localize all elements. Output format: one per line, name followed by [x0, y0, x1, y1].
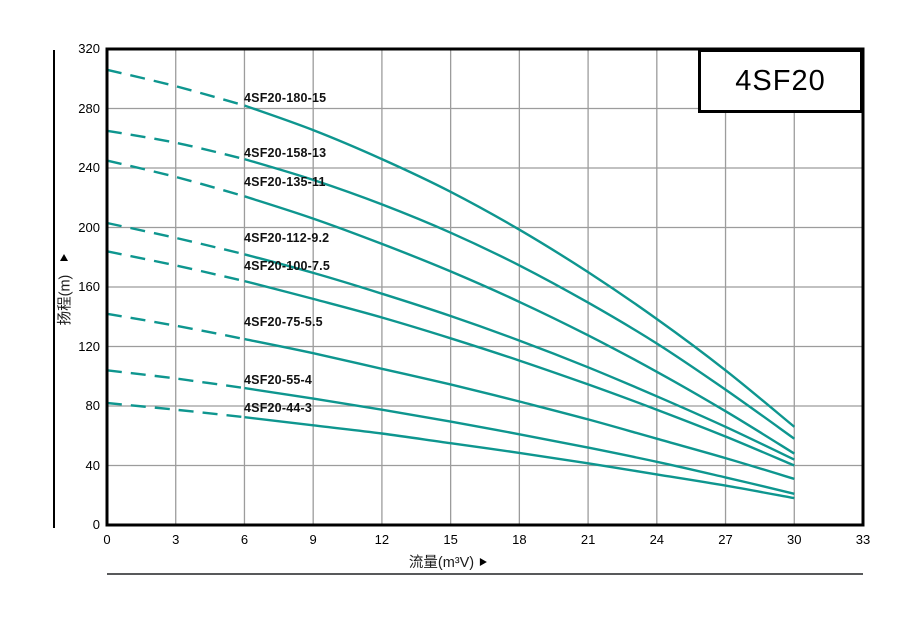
plot-border	[105, 47, 865, 527]
curve-label-4SF20-100-7.5: 4SF20-100-7.5	[244, 259, 330, 273]
y-tick-label: 200	[78, 219, 100, 235]
curve-4SF20-44-3	[244, 416, 795, 500]
curve-label-4SF20-158-13: 4SF20-158-13	[244, 146, 327, 160]
curve-dashed-4SF20-135-11	[106, 159, 245, 198]
curve-4SF20-112-9.2	[244, 253, 795, 461]
y-tick-label: 0	[92, 517, 100, 532]
y-tick-label: 80	[85, 398, 100, 413]
up-arrow-icon	[60, 254, 68, 261]
chart-title: 4SF20	[735, 64, 826, 97]
y-tick-label: 320	[78, 41, 100, 56]
curve-dashed-4SF20-180-15	[106, 68, 245, 107]
y-tick-label: 280	[78, 100, 100, 116]
curve-4SF20-75-5.5	[244, 337, 795, 481]
curve-label-4SF20-44-3: 4SF20-44-3	[244, 401, 313, 415]
curve-label-4SF20-135-11: 4SF20-135-11	[244, 175, 326, 189]
y-axis-title: 扬程(m)	[54, 275, 75, 326]
left-axis-decoration-line	[53, 50, 55, 528]
x-tick-label: 27	[718, 532, 733, 547]
x-tick-label: 9	[309, 532, 317, 547]
curve-label-4SF20-55-4: 4SF20-55-4	[244, 373, 313, 387]
bottom-rule-line	[107, 573, 863, 575]
curve-4SF20-55-4	[244, 386, 795, 495]
curve-4SF20-158-13	[244, 157, 795, 440]
x-tick-label: 30	[787, 532, 802, 547]
y-tick-label: 40	[85, 457, 100, 473]
x-tick-label: 15	[443, 532, 458, 547]
curve-dashed-4SF20-75-5.5	[106, 312, 245, 341]
y-axis-title-text: 扬程(m)	[57, 274, 74, 326]
x-tick-label: 12	[374, 532, 390, 547]
x-tick-label: 24	[649, 532, 665, 547]
curve-4SF20-100-7.5	[244, 279, 795, 467]
curve-dashed-4SF20-158-13	[106, 129, 245, 161]
y-tick-label: 160	[78, 279, 100, 294]
x-tick-label: 6	[240, 532, 249, 547]
right-arrow-icon	[480, 557, 488, 566]
x-tick-label: 21	[580, 532, 596, 547]
y-tick-label: 120	[78, 338, 100, 354]
chart-title-box: 4SF20	[698, 49, 863, 113]
x-tick-label: 18	[512, 532, 527, 547]
curve-label-4SF20-180-15: 4SF20-180-15	[244, 91, 327, 105]
curve-dashed-4SF20-100-7.5	[106, 250, 245, 283]
x-tick-label: 33	[855, 532, 871, 547]
curve-4SF20-180-15	[244, 104, 796, 428]
x-axis-title: 流量(m³V)	[408, 551, 488, 572]
y-tick-label: 240	[78, 160, 100, 175]
curve-dashed-4SF20-112-9.2	[106, 221, 245, 256]
curve-dashed-4SF20-55-4	[106, 369, 245, 390]
x-axis-title-text: 流量(m³V)	[408, 555, 475, 571]
curve-dashed-4SF20-44-3	[106, 401, 245, 419]
x-tick-label: 3	[172, 532, 180, 547]
curve-label-4SF20-112-9.2: 4SF20-112-9.2	[244, 231, 330, 245]
x-tick-label: 0	[103, 532, 111, 547]
curve-4SF20-135-11	[244, 195, 795, 455]
curve-label-4SF20-75-5.5: 4SF20-75-5.5	[244, 315, 323, 329]
